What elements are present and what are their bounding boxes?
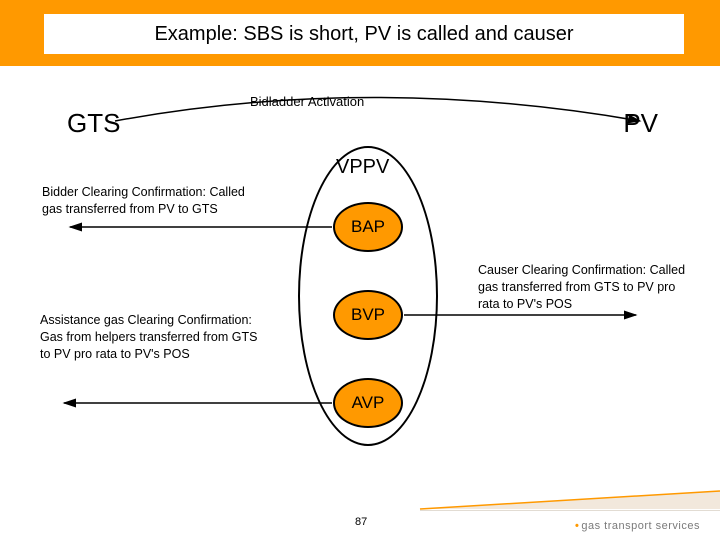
page-number: 87 <box>355 516 367 528</box>
node-bvp-label: BVP <box>351 305 385 325</box>
arc-label: Bidladder Activation <box>250 94 364 109</box>
diagram-area: GTS PV Bidladder Activation VPPV BAP BVP… <box>0 66 720 496</box>
node-bvp: BVP <box>333 290 403 340</box>
footer-wedge <box>420 488 720 518</box>
slide-title-box: Example: SBS is short, PV is called and … <box>44 14 684 54</box>
brand-text: gas transport services <box>581 520 700 532</box>
brand-bullet-icon: • <box>575 520 579 532</box>
arc-arrow <box>115 98 640 122</box>
node-avp: AVP <box>333 378 403 428</box>
node-bap-label: BAP <box>351 217 385 237</box>
brand-footer: •gas transport services <box>575 520 700 532</box>
node-bap: BAP <box>333 202 403 252</box>
annotation-assistance-gas: Assistance gas Clearing Confirmation: Ga… <box>40 312 262 363</box>
endpoint-pv: PV <box>623 108 658 139</box>
node-avp-label: AVP <box>352 393 385 413</box>
slide-title: Example: SBS is short, PV is called and … <box>154 23 573 46</box>
annotation-bidder-clearing: Bidder Clearing Confirmation: Called gas… <box>42 184 262 218</box>
annotation-causer-clearing: Causer Clearing Confirmation: Called gas… <box>478 262 698 313</box>
ellipse-title: VPPV <box>336 156 389 179</box>
endpoint-gts: GTS <box>67 108 120 139</box>
